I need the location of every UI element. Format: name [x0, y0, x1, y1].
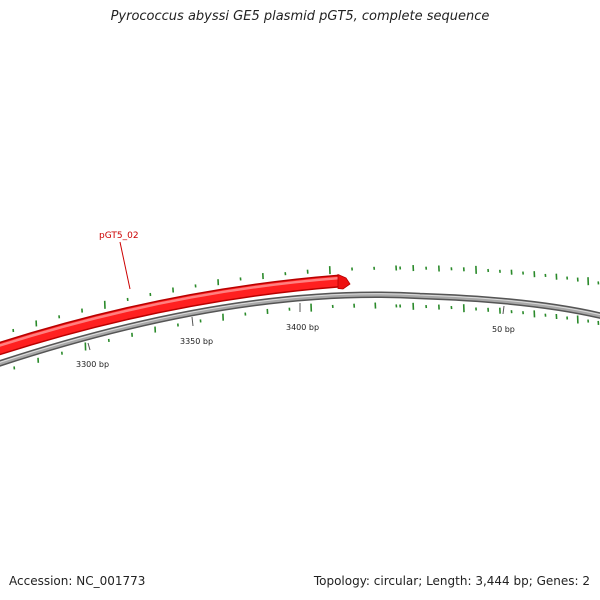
gene-arrow-pgt5-02[interactable]	[0, 273, 351, 356]
position-tick-3350: 3350 bp	[180, 316, 213, 346]
position-tick-3300: 3300 bp	[76, 342, 109, 369]
gene-label: pGT5_02	[99, 231, 139, 241]
tick-label-3400: 3400 bp	[286, 323, 319, 332]
map-title: Pyrococcus abyssi GE5 plasmid pGT5, comp…	[110, 9, 490, 24]
position-tick-3400: 3400 bp	[286, 303, 319, 332]
tick-label-3350: 3350 bp	[180, 337, 213, 346]
gc-ticks-inner	[13, 302, 600, 370]
tick-label-3300: 3300 bp	[76, 360, 109, 369]
gene-label-leader	[119, 241, 131, 290]
summary-label: Topology: circular; Length: 3,444 bp; Ge…	[313, 574, 590, 588]
gc-ticks-outer	[12, 265, 600, 333]
position-tick-50: 50 bp	[492, 305, 515, 334]
accession-label: Accession: NC_001773	[9, 574, 146, 588]
tick-label-50: 50 bp	[492, 325, 515, 334]
